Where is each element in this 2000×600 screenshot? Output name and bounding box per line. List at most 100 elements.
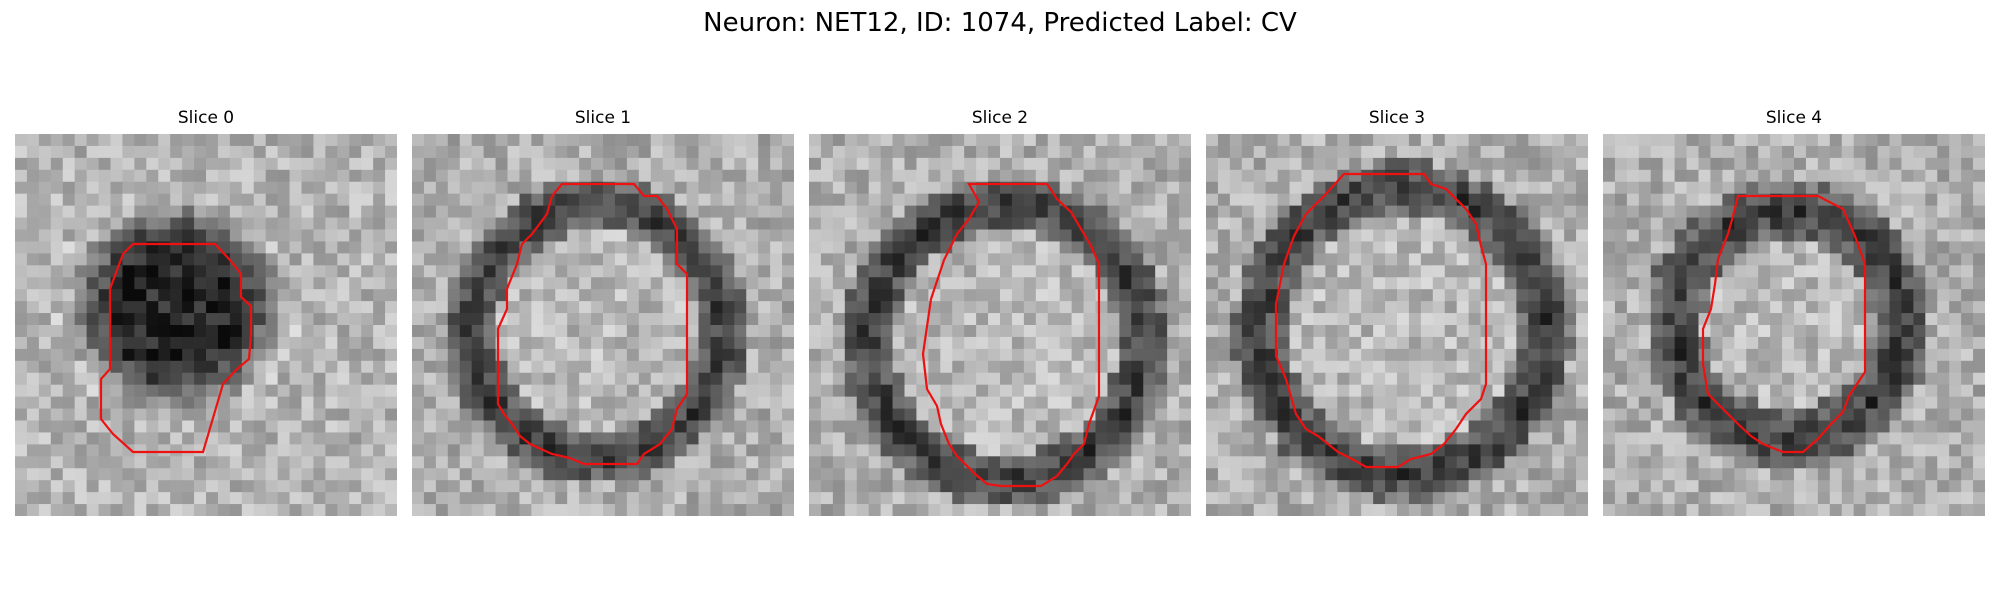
image-pixel	[1143, 348, 1156, 362]
image-pixel	[1241, 265, 1255, 278]
image-pixel	[423, 134, 437, 147]
image-pixel	[289, 169, 302, 183]
image-pixel	[1397, 432, 1410, 445]
image-pixel	[1349, 432, 1362, 445]
image-pixel	[698, 420, 711, 433]
image-pixel	[1576, 372, 1588, 386]
image-pixel	[1337, 372, 1350, 386]
image-pixel	[1662, 420, 1676, 433]
image-pixel	[1770, 253, 1783, 266]
image-pixel	[674, 408, 687, 421]
image-pixel	[662, 384, 676, 398]
image-pixel	[1349, 253, 1362, 266]
image-pixel	[916, 229, 929, 242]
image-pixel	[349, 325, 362, 338]
image-pixel	[1083, 444, 1096, 457]
image-pixel	[1241, 480, 1255, 493]
image-pixel	[1576, 313, 1588, 326]
image-pixel	[1889, 408, 1902, 421]
image-pixel	[74, 456, 88, 469]
image-pixel	[1674, 181, 1687, 195]
image-pixel	[265, 492, 279, 505]
image-pixel	[241, 480, 255, 493]
image-pixel	[1829, 289, 1843, 302]
image-pixel	[591, 229, 604, 242]
image-pixel	[289, 134, 302, 147]
image-pixel	[892, 157, 905, 171]
image-pixel	[385, 193, 397, 207]
image-pixel	[1143, 432, 1156, 445]
image-pixel	[1528, 241, 1541, 254]
image-pixel	[1614, 157, 1628, 171]
image-pixel	[1337, 265, 1350, 278]
image-pixel	[206, 301, 219, 314]
image-pixel	[1603, 241, 1616, 254]
image-pixel	[1817, 408, 1831, 421]
image-pixel	[1662, 348, 1676, 362]
image-pixel	[1552, 372, 1565, 386]
image-pixel	[856, 193, 870, 207]
image-pixel	[385, 157, 397, 171]
image-pixel	[1564, 396, 1577, 409]
image-pixel	[856, 396, 870, 409]
image-pixel	[638, 313, 652, 326]
image-pixel	[1698, 289, 1711, 302]
image-pixel	[301, 336, 314, 350]
image-pixel	[531, 432, 544, 445]
image-pixel	[1361, 134, 1374, 147]
image-pixel	[686, 468, 699, 481]
image-pixel	[447, 193, 461, 207]
image-pixel	[880, 313, 893, 326]
image-pixel	[555, 301, 568, 314]
image-pixel	[483, 313, 496, 326]
image-pixel	[1397, 289, 1410, 302]
image-pixel	[1758, 456, 1771, 469]
image-pixel	[1373, 384, 1386, 398]
image-pixel	[1650, 205, 1664, 218]
image-pixel	[1059, 480, 1073, 493]
image-pixel	[820, 384, 834, 398]
image-pixel	[1107, 504, 1120, 516]
image-pixel	[217, 456, 231, 469]
image-pixel	[50, 134, 64, 147]
image-pixel	[1913, 301, 1926, 314]
image-pixel	[1576, 492, 1588, 505]
image-pixel	[844, 384, 858, 398]
image-pixel	[74, 241, 88, 254]
image-pixel	[1650, 420, 1664, 433]
image-pixel	[1217, 134, 1231, 147]
image-pixel	[1337, 229, 1350, 242]
image-pixel	[1444, 157, 1458, 171]
image-pixel	[1059, 336, 1073, 350]
image-pixel	[1155, 277, 1168, 290]
image-pixel	[1131, 468, 1144, 481]
image-pixel	[1035, 169, 1049, 183]
image-pixel	[650, 492, 664, 505]
image-pixel	[1408, 313, 1422, 326]
image-pixel	[158, 277, 171, 290]
image-pixel	[158, 372, 171, 386]
image-pixel	[1674, 360, 1687, 374]
image-pixel	[447, 265, 461, 278]
image-pixel	[809, 432, 822, 445]
image-pixel	[373, 134, 386, 147]
image-pixel	[313, 432, 326, 445]
image-pixel	[952, 408, 965, 421]
image-pixel	[1925, 289, 1938, 302]
image-pixel	[710, 360, 723, 374]
image-pixel	[435, 432, 449, 445]
image-pixel	[1241, 241, 1255, 254]
image-pixel	[1313, 360, 1326, 374]
image-pixel	[1662, 336, 1676, 350]
image-pixel	[686, 444, 699, 457]
image-pixel	[1071, 432, 1084, 445]
image-pixel	[626, 456, 640, 469]
image-pixel	[1361, 420, 1374, 433]
image-pixel	[844, 492, 858, 505]
image-pixel	[277, 456, 290, 469]
image-pixel	[1794, 205, 1807, 218]
image-pixel	[1444, 313, 1458, 326]
image-pixel	[62, 408, 76, 421]
image-pixel	[940, 396, 953, 409]
image-pixel	[1865, 205, 1878, 218]
